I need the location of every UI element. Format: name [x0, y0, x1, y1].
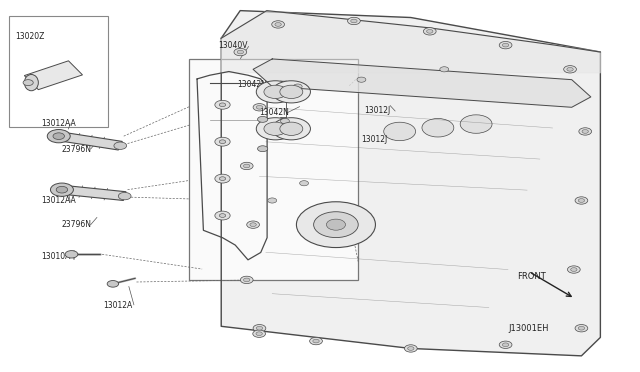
Circle shape — [56, 186, 68, 193]
Circle shape — [118, 192, 131, 200]
Circle shape — [422, 119, 454, 137]
Circle shape — [257, 146, 268, 152]
Circle shape — [250, 223, 256, 227]
Circle shape — [264, 122, 287, 135]
Text: 13020Z: 13020Z — [15, 32, 45, 41]
Circle shape — [314, 212, 358, 238]
Circle shape — [578, 326, 584, 330]
Circle shape — [272, 81, 310, 103]
Circle shape — [408, 347, 414, 350]
Circle shape — [51, 183, 74, 196]
Circle shape — [53, 133, 65, 140]
Circle shape — [280, 85, 303, 99]
Circle shape — [300, 181, 308, 186]
Circle shape — [246, 221, 259, 228]
Polygon shape — [253, 59, 591, 107]
Circle shape — [268, 198, 276, 203]
Circle shape — [220, 214, 226, 217]
Circle shape — [578, 199, 584, 202]
Circle shape — [65, 251, 78, 258]
Circle shape — [427, 29, 433, 33]
Circle shape — [384, 122, 415, 141]
Polygon shape — [61, 185, 126, 201]
Circle shape — [582, 129, 588, 133]
Circle shape — [567, 67, 573, 71]
Circle shape — [272, 21, 284, 28]
Circle shape — [280, 122, 303, 135]
Circle shape — [575, 197, 588, 204]
Text: 13040V: 13040V — [218, 41, 248, 50]
Circle shape — [293, 84, 302, 89]
Circle shape — [215, 211, 230, 220]
Circle shape — [220, 140, 226, 144]
Circle shape — [404, 345, 417, 352]
Text: 13012AA: 13012AA — [41, 196, 76, 205]
Circle shape — [280, 119, 289, 124]
Circle shape — [114, 142, 127, 150]
Circle shape — [460, 115, 492, 133]
Circle shape — [272, 118, 310, 140]
Circle shape — [499, 41, 512, 49]
Circle shape — [107, 280, 118, 287]
Circle shape — [253, 324, 266, 332]
Text: 23796N: 23796N — [62, 220, 92, 229]
Circle shape — [357, 77, 366, 82]
Text: 13042N: 13042N — [259, 108, 289, 117]
Circle shape — [579, 128, 591, 135]
Circle shape — [313, 339, 319, 343]
Text: FRONT: FRONT — [518, 272, 547, 281]
Circle shape — [241, 276, 253, 283]
Text: 13012J: 13012J — [365, 106, 391, 115]
Circle shape — [220, 177, 226, 180]
Circle shape — [215, 137, 230, 146]
Circle shape — [256, 326, 262, 330]
Circle shape — [256, 118, 294, 140]
Circle shape — [23, 80, 33, 86]
Polygon shape — [57, 132, 122, 150]
Text: 23796N: 23796N — [62, 145, 92, 154]
Ellipse shape — [24, 74, 38, 91]
Circle shape — [571, 268, 577, 272]
Circle shape — [256, 81, 294, 103]
Text: 13010A: 13010A — [41, 251, 70, 261]
Circle shape — [310, 337, 323, 345]
Circle shape — [275, 23, 282, 26]
Circle shape — [564, 65, 577, 73]
Circle shape — [351, 19, 357, 23]
Circle shape — [256, 105, 262, 109]
Text: 13042N: 13042N — [237, 80, 267, 89]
Circle shape — [253, 103, 266, 111]
Text: 13012AA: 13012AA — [41, 119, 76, 128]
Circle shape — [215, 174, 230, 183]
Circle shape — [253, 330, 266, 337]
Circle shape — [326, 219, 346, 230]
Circle shape — [502, 43, 509, 47]
Circle shape — [215, 100, 230, 109]
Circle shape — [264, 85, 287, 99]
Circle shape — [296, 202, 376, 247]
Circle shape — [234, 48, 246, 56]
Circle shape — [244, 164, 250, 168]
Circle shape — [575, 324, 588, 332]
Circle shape — [440, 67, 449, 72]
FancyBboxPatch shape — [189, 59, 358, 280]
Circle shape — [257, 116, 268, 122]
Polygon shape — [221, 11, 600, 73]
Circle shape — [568, 266, 580, 273]
Text: 13012A: 13012A — [103, 301, 132, 311]
Circle shape — [47, 129, 70, 143]
Circle shape — [256, 332, 262, 336]
Circle shape — [237, 50, 244, 54]
Circle shape — [348, 17, 360, 25]
Text: 13012J: 13012J — [362, 135, 388, 144]
Circle shape — [424, 28, 436, 35]
Circle shape — [220, 103, 226, 107]
Polygon shape — [221, 11, 600, 356]
Circle shape — [241, 162, 253, 170]
Circle shape — [499, 341, 512, 349]
Circle shape — [502, 343, 509, 347]
Circle shape — [244, 278, 250, 282]
Polygon shape — [24, 61, 83, 90]
Text: J13001EH: J13001EH — [508, 324, 548, 333]
